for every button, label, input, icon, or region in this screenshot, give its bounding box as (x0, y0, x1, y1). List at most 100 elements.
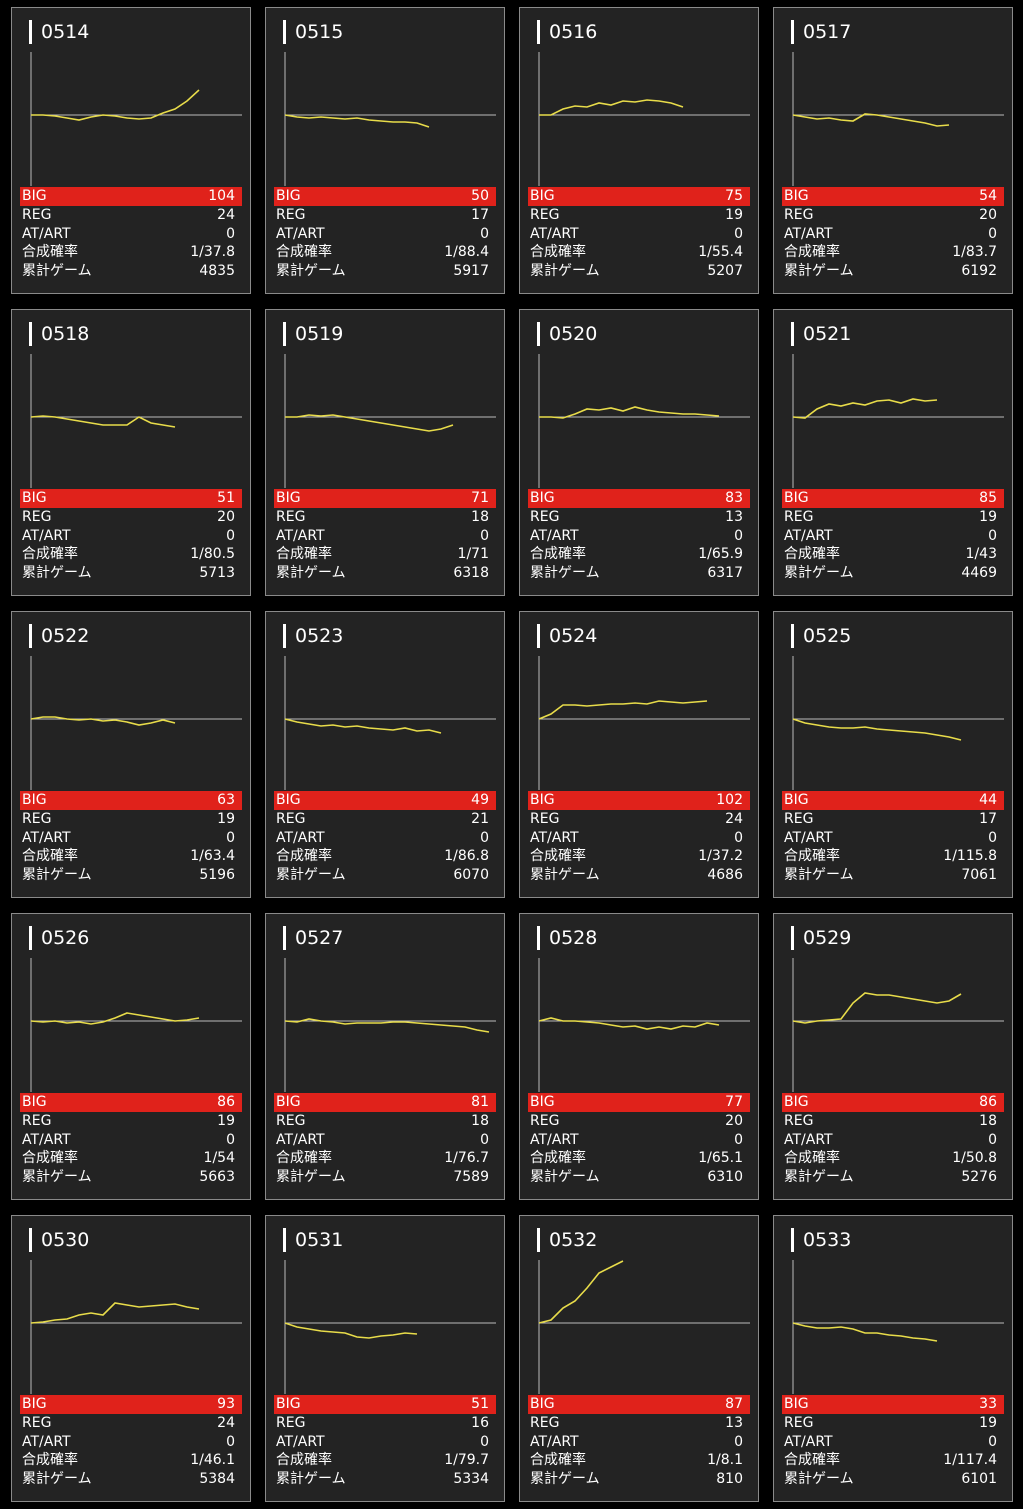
card: 0530 BIG 93 REG 24 AT/ART 0 合成確率 1/46.1 累計ゲーム 5384 (11, 1215, 251, 1502)
stat-value: 0 (226, 527, 235, 544)
stat-value: 86 (217, 1094, 235, 1110)
stat-label: 累計ゲーム (530, 263, 600, 280)
card: 0521 BIG 85 REG 19 AT/ART 0 合成確率 1/43 累計ゲーム 4469 (773, 309, 1013, 596)
big-row: BIG 85 (782, 489, 1004, 508)
stat-value: 24 (217, 207, 235, 223)
stat-label: 合成確率 (276, 244, 332, 261)
stat-label: REG (276, 509, 306, 525)
card: 0526 BIG 86 REG 19 AT/ART 0 合成確率 1/54 累計ゲーム 5663 (11, 913, 251, 1200)
big-row: BIG 86 (20, 1093, 242, 1112)
stat-value: 1/54 (203, 1150, 235, 1167)
sparkline-chart (792, 1260, 1004, 1394)
stat-value: 18 (979, 1113, 997, 1129)
difference-line (30, 1012, 200, 1025)
stat-label: BIG (784, 188, 809, 204)
card: 0514 BIG 104 REG 24 AT/ART 0 合成確率 1/37.8 累計ゲーム 483… (11, 7, 251, 294)
stat-label: 累計ゲーム (276, 1471, 346, 1488)
stat-row: AT/ART 0 (20, 829, 242, 848)
card: 0524 BIG 102 REG 24 AT/ART 0 合成確率 1/37.2 累計ゲーム 468… (519, 611, 759, 898)
card: 0515 BIG 50 REG 17 AT/ART 0 合成確率 1/88.4 累計ゲーム 5917 (265, 7, 505, 294)
big-row: BIG 75 (528, 187, 750, 206)
stat-row: REG 20 (782, 206, 1004, 225)
stat-value: 1/79.7 (444, 1452, 489, 1469)
stat-row: AT/ART 0 (528, 225, 750, 244)
stat-row: 合成確率 1/80.5 (20, 545, 242, 564)
stat-row: REG 19 (20, 810, 242, 829)
stat-row: REG 19 (782, 1414, 1004, 1433)
stat-label: REG (22, 207, 52, 223)
stat-row: 合成確率 1/63.4 (20, 847, 242, 866)
stat-row: REG 18 (274, 1112, 496, 1131)
stat-label: AT/ART (22, 829, 71, 846)
big-row: BIG 63 (20, 791, 242, 810)
stat-label: 累計ゲーム (530, 1169, 600, 1186)
stat-row: AT/ART 0 (782, 527, 1004, 546)
card: 0517 BIG 54 REG 20 AT/ART 0 合成確率 1/83.7 累計ゲーム 6192 (773, 7, 1013, 294)
stat-value: 5663 (199, 1169, 235, 1186)
stat-row: 累計ゲーム 5196 (20, 866, 242, 885)
stat-row: REG 24 (20, 206, 242, 225)
card-title: 0515 (283, 20, 343, 44)
stat-row: REG 24 (528, 810, 750, 829)
stat-label: 累計ゲーム (784, 867, 854, 884)
stat-value: 4835 (199, 263, 235, 280)
card-title: 0532 (537, 1228, 597, 1252)
difference-line (538, 1017, 720, 1030)
stat-value: 1/80.5 (190, 546, 235, 563)
stat-row: 合成確率 1/86.8 (274, 847, 496, 866)
stat-row: 合成確率 1/50.8 (782, 1149, 1004, 1168)
stat-value: 4686 (707, 867, 743, 884)
stat-row: 累計ゲーム 5663 (20, 1168, 242, 1187)
stat-row: 累計ゲーム 4835 (20, 262, 242, 281)
card: 0532 BIG 87 REG 13 AT/ART 0 合成確率 1/8.1 累計ゲーム 810 (519, 1215, 759, 1502)
difference-line (284, 1322, 418, 1339)
stat-label: 累計ゲーム (276, 263, 346, 280)
stat-label: 累計ゲーム (530, 1471, 600, 1488)
stat-row: 累計ゲーム 6101 (782, 1470, 1004, 1489)
stat-label: REG (22, 811, 52, 827)
stat-value: 83 (725, 490, 743, 506)
big-row: BIG 54 (782, 187, 1004, 206)
stat-value: 0 (226, 225, 235, 242)
stat-row: AT/ART 0 (274, 1131, 496, 1150)
stat-label: 累計ゲーム (784, 565, 854, 582)
stat-value: 0 (480, 527, 489, 544)
stat-value: 1/86.8 (444, 848, 489, 865)
sparkline-chart (538, 354, 750, 488)
stat-label: REG (530, 1415, 560, 1431)
stat-row: AT/ART 0 (528, 1433, 750, 1452)
big-row: BIG 86 (782, 1093, 1004, 1112)
stat-label: AT/ART (784, 225, 833, 242)
difference-line (31, 89, 200, 121)
stat-row: 合成確率 1/43 (782, 545, 1004, 564)
stat-row: REG 17 (782, 810, 1004, 829)
stat-label: 累計ゲーム (784, 1169, 854, 1186)
stat-value: 1/43 (965, 546, 997, 563)
stat-value: 20 (217, 509, 235, 525)
stat-row: REG 19 (782, 508, 1004, 527)
card-title: 0520 (537, 322, 597, 346)
stat-row: 合成確率 1/65.1 (528, 1149, 750, 1168)
stat-value: 0 (480, 1433, 489, 1450)
big-row: BIG 83 (528, 489, 750, 508)
stat-label: BIG (530, 1396, 555, 1412)
difference-line (792, 113, 950, 127)
stat-value: 86 (979, 1094, 997, 1110)
stat-value: 5207 (707, 263, 743, 280)
stat-value: 5713 (199, 565, 235, 582)
stat-row: AT/ART 0 (782, 1433, 1004, 1452)
stat-value: 5384 (199, 1471, 235, 1488)
card-title: 0530 (29, 1228, 89, 1252)
difference-line (284, 718, 442, 734)
stat-value: 51 (471, 1396, 489, 1412)
card: 0519 BIG 71 REG 18 AT/ART 0 合成確率 1/71 累計ゲーム 6318 (265, 309, 505, 596)
difference-line (792, 1322, 938, 1342)
stat-label: 累計ゲーム (22, 263, 92, 280)
stat-value: 0 (734, 527, 743, 544)
stat-value: 1/117.4 (943, 1452, 997, 1469)
sparkline-chart (538, 52, 750, 186)
stat-value: 50 (471, 188, 489, 204)
stat-label: REG (276, 811, 306, 827)
sparkline-chart (792, 958, 1004, 1092)
sparkline-chart (30, 958, 242, 1092)
